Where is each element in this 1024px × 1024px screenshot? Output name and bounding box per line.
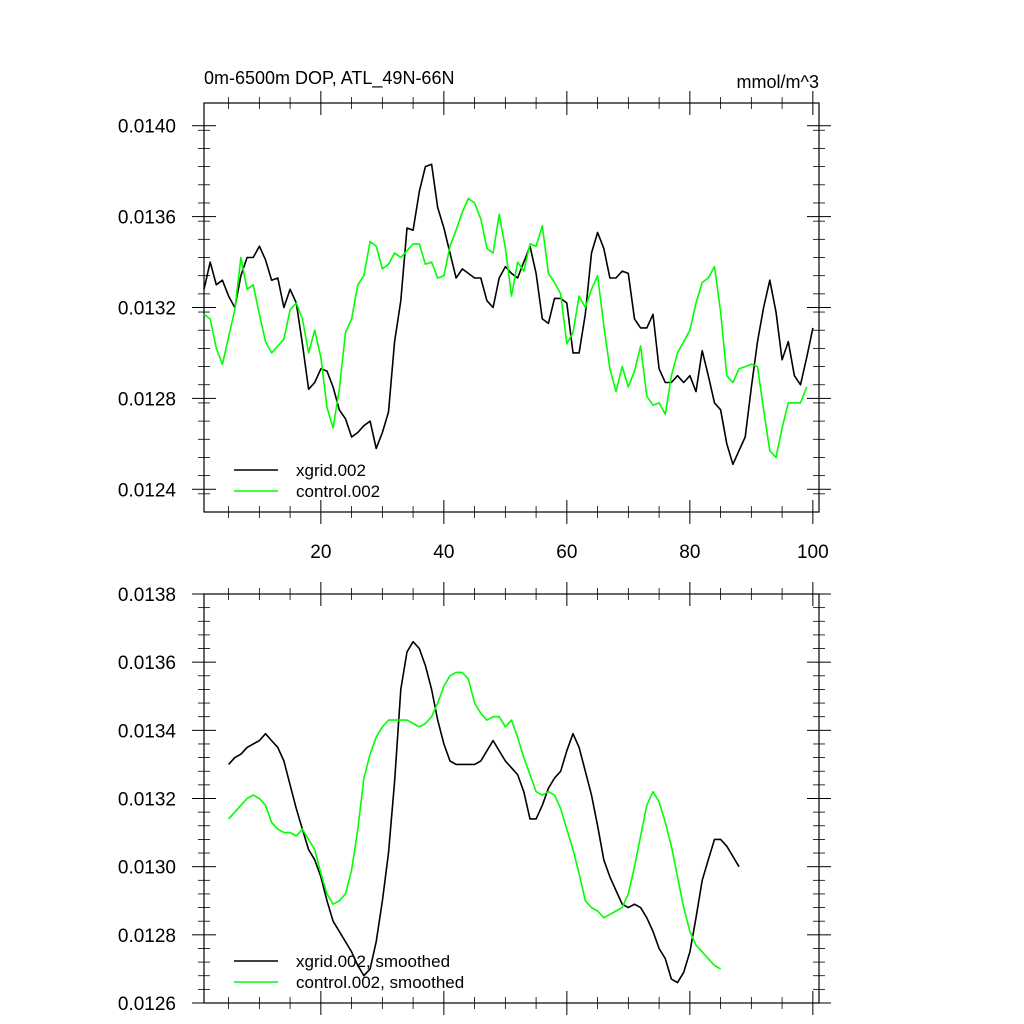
legend-label-control-smoothed: control.002, smoothed xyxy=(296,973,464,992)
x-tick-label: 60 xyxy=(556,542,577,563)
chart-title: 0m-6500m DOP, ATL_49N-66N xyxy=(204,68,454,89)
y-tick-label: 0.0132 xyxy=(118,790,176,811)
top-series xyxy=(203,163,814,466)
y-tick-label: 0.0132 xyxy=(118,299,176,320)
legend-label-xgrid: xgrid.002 xyxy=(296,461,366,480)
series-line-control-002-smoothed xyxy=(228,671,721,970)
x-tick-label: 20 xyxy=(310,542,331,563)
y-tick-label: 0.0124 xyxy=(118,480,177,501)
bottom-axes: 0.0126 0.0128 0.0130 0.0132 0.0134 0.0136 0.01… xyxy=(118,582,831,1015)
top-axes: 20 40 60 80 100 0.0124 0.0128 0.0132 0.0136 0.014… xyxy=(118,91,831,563)
y-tick-label: 0.0138 xyxy=(118,585,176,606)
bottom-legend: xgrid.002, smoothed control.002, smoothe… xyxy=(234,952,464,992)
legend-label-control: control.002 xyxy=(296,482,380,501)
bottom-chart: 0.0126 0.0128 0.0130 0.0132 0.0134 0.0136 0.01… xyxy=(118,582,831,1015)
y-tick-label: 0.0128 xyxy=(118,389,176,410)
y-tick-label: 0.0128 xyxy=(118,926,176,947)
chart-units: mmol/m^3 xyxy=(737,72,819,92)
bottom-plot-frame xyxy=(203,593,820,1004)
y-tick-label: 0.0136 xyxy=(118,208,176,229)
bottom-series xyxy=(228,640,740,984)
top-chart: 0m-6500m DOP, ATL_49N-66N mmol/m^3 20 40 6… xyxy=(118,68,831,563)
x-tick-label: 40 xyxy=(433,542,454,563)
y-tick-label: 0.0134 xyxy=(118,721,177,742)
series-line-control-002 xyxy=(203,197,808,459)
x-tick-label: 100 xyxy=(797,542,829,563)
y-tick-label: 0.0130 xyxy=(118,858,176,879)
y-tick-label: 0.0140 xyxy=(118,117,176,138)
legend-label-xgrid-smoothed: xgrid.002, smoothed xyxy=(296,952,450,971)
series-line-xgrid-002-smoothed xyxy=(228,640,740,984)
y-tick-label: 0.0126 xyxy=(118,994,176,1015)
y-tick-label: 0.0136 xyxy=(118,653,176,674)
top-legend: xgrid.002 control.002 xyxy=(234,461,380,501)
x-tick-label: 80 xyxy=(679,542,700,563)
